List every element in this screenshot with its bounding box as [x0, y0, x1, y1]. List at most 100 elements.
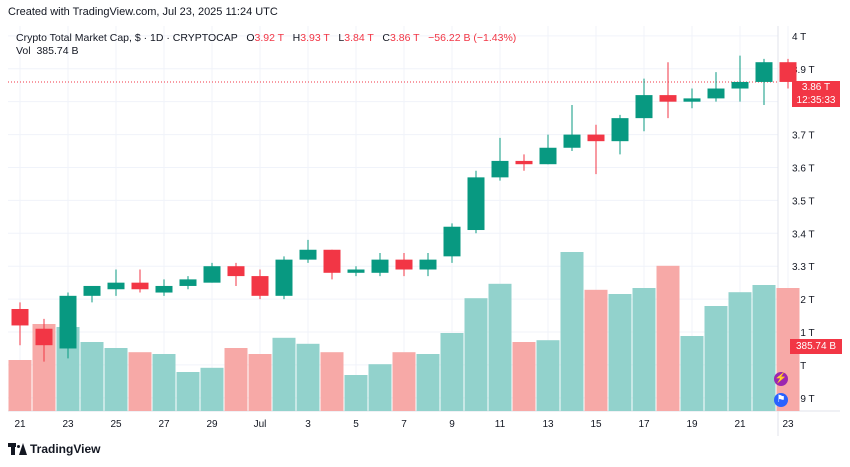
x-tick-label: Jul — [254, 419, 267, 430]
y-tick-label: 3.7 T — [792, 131, 815, 142]
close-label: C — [382, 32, 390, 44]
volume-bar — [104, 348, 128, 411]
y-tick-label: 3.9 T — [792, 65, 815, 76]
volume-bar — [32, 324, 56, 411]
candle-body — [491, 160, 509, 178]
volume-bar — [464, 298, 488, 411]
candle-body — [755, 62, 773, 82]
volume-bar — [752, 285, 776, 411]
volume-bar — [536, 340, 560, 411]
candle-body — [443, 226, 461, 257]
volume-bar — [392, 352, 416, 411]
last-price-tag: 3.86 T 12:35:33 — [792, 81, 840, 107]
x-tick-label: 29 — [206, 419, 218, 430]
volume-bar — [296, 343, 320, 411]
volume-bar — [224, 348, 248, 411]
last-volume-tag: 385.74 B — [790, 339, 842, 354]
volume-bar — [584, 289, 608, 411]
candle-body — [563, 134, 581, 148]
y-tick-label: 4 T — [792, 32, 806, 43]
bar-countdown: 12:35:33 — [796, 95, 836, 106]
volume-bar — [320, 352, 344, 411]
footer-brand-text: TradingView — [30, 442, 101, 456]
volume-bar — [8, 360, 32, 411]
volume-bar — [680, 336, 704, 411]
low-value: 3.84 T — [344, 32, 374, 44]
flag-icon[interactable]: ⚑ — [774, 393, 788, 407]
x-tick-label: 25 — [110, 419, 122, 430]
x-tick-label: 3 — [305, 419, 311, 430]
last-price-value: 3.86 T — [801, 82, 831, 93]
footer-brand: TradingView — [8, 442, 100, 456]
volume-bar — [128, 352, 152, 411]
y-tick-label: 3.2 T — [792, 295, 815, 306]
open-value: 3.92 T — [254, 32, 284, 44]
x-tick-label: 5 — [353, 419, 359, 430]
candle-body — [131, 282, 149, 290]
y-tick-label: 3.3 T — [792, 262, 815, 273]
tradingview-logo-icon — [8, 443, 27, 455]
chart-frame[interactable]: 2.9 T3 T3.1 T3.2 T3.3 T3.4 T3.5 T3.6 T3.… — [8, 26, 842, 436]
symbol-name[interactable]: Crypto Total Market Cap, $ · 1D · CRYPTO… — [16, 32, 238, 44]
candle-body — [611, 118, 629, 142]
volume-bar — [512, 342, 536, 411]
x-tick-label: 9 — [449, 419, 455, 430]
candle-body — [731, 81, 749, 89]
candle-body — [515, 160, 533, 165]
candle-body — [395, 259, 413, 270]
candle-body — [299, 249, 317, 260]
x-tick-label: 27 — [158, 419, 170, 430]
candle-body — [35, 328, 53, 346]
candle-body — [539, 147, 557, 165]
volume-bar — [632, 288, 656, 411]
candle-body — [347, 269, 365, 273]
candle-body — [83, 285, 101, 296]
volume-bar — [560, 252, 584, 411]
candle-body — [179, 279, 197, 286]
volume-bar — [440, 333, 464, 411]
volume-label: Vol — [16, 45, 31, 57]
candle-body — [11, 308, 29, 326]
x-tick-label: 17 — [638, 419, 650, 430]
volume-bar — [416, 354, 440, 411]
x-tick-label: 23 — [782, 419, 794, 430]
candlestick-chart[interactable]: 2.9 T3 T3.1 T3.2 T3.3 T3.4 T3.5 T3.6 T3.… — [8, 26, 840, 436]
volume-bar — [656, 265, 680, 411]
candle-body — [635, 95, 653, 119]
volume-bar — [248, 354, 272, 411]
candle-body — [371, 259, 389, 273]
x-tick-label: 13 — [542, 419, 554, 430]
lightning-icon[interactable]: ⚡ — [774, 372, 788, 386]
candle-body — [659, 95, 677, 102]
high-label: H — [292, 32, 301, 44]
y-tick-label: 2.9 T — [792, 394, 815, 405]
candle-body — [155, 285, 173, 293]
x-tick-label: 7 — [401, 419, 407, 430]
x-tick-label: 21 — [14, 419, 26, 430]
volume-bar — [368, 364, 392, 411]
candle-body — [203, 266, 221, 283]
candle-body — [779, 62, 797, 82]
x-tick-label: 15 — [590, 419, 602, 430]
close-value: 3.86 T — [390, 32, 420, 44]
volume-bar — [608, 294, 632, 411]
candle-body — [227, 266, 245, 277]
volume-bar — [344, 375, 368, 411]
y-tick-label: 3.6 T — [792, 163, 815, 174]
created-with-text: Created with TradingView.com, Jul 23, 20… — [8, 6, 278, 18]
open-label: O — [246, 32, 255, 44]
y-tick-label: 3.5 T — [792, 196, 815, 207]
candle-body — [707, 88, 725, 99]
candle-body — [419, 259, 437, 270]
x-tick-label: 19 — [686, 419, 698, 430]
volume-bar — [200, 367, 224, 411]
candle-body — [323, 249, 341, 273]
volume-bar — [488, 283, 512, 411]
y-tick-label: 3.1 T — [792, 328, 815, 339]
volume-bar — [728, 292, 752, 411]
candle-body — [275, 259, 293, 296]
volume-bar — [272, 337, 296, 411]
x-tick-label: 11 — [495, 419, 506, 430]
high-value: 3.93 T — [300, 32, 330, 44]
volume-bar — [152, 354, 176, 411]
